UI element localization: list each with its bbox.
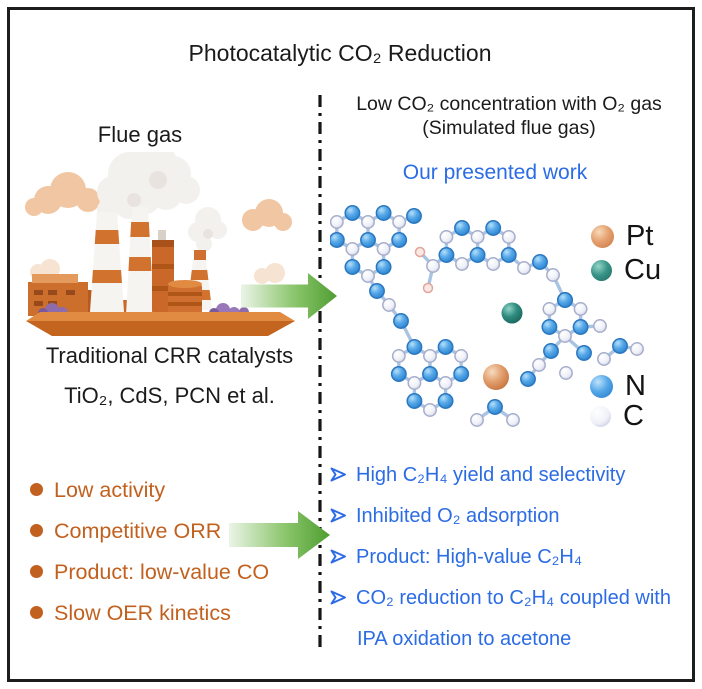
orange-cloud-right: [242, 199, 292, 231]
figure-border: [7, 7, 695, 682]
catalyst-structure-illustration: [330, 205, 644, 427]
cooling-tower-2: [126, 207, 154, 315]
list-item: Slow OER kinetics: [30, 593, 322, 634]
legend-nonmetals: N C: [590, 369, 646, 432]
drawbacks-list: Low activity Competitive ORR Product: lo…: [30, 470, 322, 634]
condition-line1: Low CO₂ concentration with O₂ gas: [356, 93, 662, 115]
orange-cloud-left: [25, 172, 100, 216]
cooling-tower-1: [90, 212, 124, 312]
list-item: High C₂H₄ yield and selectivity: [330, 455, 692, 496]
n-sphere-icon: [590, 374, 613, 398]
figure-title: Photocatalytic CO₂ Reduction: [188, 40, 492, 66]
cu-sphere-icon: [591, 259, 612, 281]
drawback-label: Product: low-value CO: [54, 560, 270, 584]
legend-label: C: [623, 399, 644, 432]
bullet-dot-icon: [30, 606, 43, 619]
advantage-label: CO₂ reduction to C₂H₄ coupled with IPA o…: [356, 587, 671, 650]
legend-label: Pt: [626, 219, 654, 252]
condition-line2: (Simulated flue gas): [422, 117, 596, 139]
bullet-dot-icon: [30, 483, 43, 496]
list-item: CO₂ reduction to C₂H₄ coupled with IPA o…: [330, 578, 692, 660]
factory-illustration: [25, 152, 295, 336]
atoms: [330, 205, 644, 427]
legend-row-n: N: [590, 369, 646, 402]
drawback-label: Slow OER kinetics: [54, 601, 231, 625]
storage-tanks: [168, 280, 202, 314]
legend-row-pt: Pt: [591, 219, 661, 253]
traditional-catalysts-title: Traditional CRR catalysts: [45, 343, 294, 368]
advantage-label: High C₂H₄ yield and selectivity: [356, 464, 626, 486]
cu-atom: [501, 302, 523, 324]
drawback-label: Low activity: [54, 478, 166, 502]
pt-atom: [483, 364, 509, 390]
list-item: Product: High-value C₂H₄: [330, 537, 692, 578]
our-presented-work-label: Our presented work: [402, 161, 588, 184]
legend-row-c: C: [590, 399, 646, 432]
list-item: Low activity: [30, 470, 322, 511]
ground-platform: [26, 312, 295, 336]
list-item: Competitive ORR: [30, 511, 322, 552]
flue-gas-label: Flue gas: [97, 122, 183, 147]
smoke-shading: [127, 171, 213, 239]
bullet-dot-icon: [30, 524, 43, 537]
drawback-label: Competitive ORR: [54, 519, 222, 543]
advantage-label: Inhibited O₂ adsorption: [356, 505, 560, 527]
legend-label: Cu: [624, 253, 662, 286]
arrowhead-bullet-icon: [330, 467, 346, 482]
c-sphere-icon: [590, 405, 611, 427]
legend-row-cu: Cu: [591, 253, 661, 287]
arrowhead-bullet-icon: [330, 549, 346, 564]
list-item: Inhibited O₂ adsorption: [330, 496, 692, 537]
arrowhead-bullet-icon: [330, 508, 346, 523]
bullet-dot-icon: [30, 565, 43, 578]
legend-metals: Pt Cu: [591, 219, 661, 287]
list-item: Product: low-value CO: [30, 552, 322, 593]
advantages-list: High C₂H₄ yield and selectivity Inhibite…: [330, 455, 692, 660]
legend-label: N: [625, 369, 646, 402]
arrowhead-bullet-icon: [330, 590, 346, 605]
traditional-catalysts-examples: TiO₂, CdS, PCN et al.: [64, 383, 275, 408]
advantage-label: Product: High-value C₂H₄: [356, 546, 583, 568]
pt-sphere-icon: [591, 224, 614, 248]
